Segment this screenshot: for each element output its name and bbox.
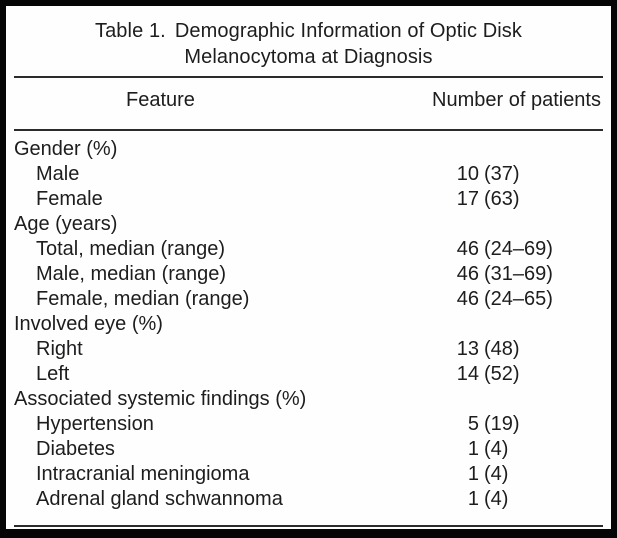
rule-under-title xyxy=(14,76,603,78)
row-value: 46 (24–65) xyxy=(455,287,603,312)
column-header-patients: Number of patients xyxy=(432,89,601,111)
table-row: Male 10 (37) xyxy=(14,162,603,187)
row-label: Diabetes xyxy=(36,438,115,460)
table-header-row: Feature Number of patients xyxy=(14,78,603,123)
row-value xyxy=(455,137,603,162)
table-body: Gender (%) Male 10 (37) Female 17 (63) Age (yea… xyxy=(14,131,603,512)
row-value xyxy=(455,212,603,237)
rule-under-header xyxy=(14,129,603,131)
row-label: Adrenal gland schwannoma xyxy=(36,488,283,510)
row-label: Intracranial meningioma xyxy=(36,463,250,485)
row-value xyxy=(455,312,603,337)
table-row: Total, median (range) 46 (24–69) xyxy=(14,237,603,262)
row-label: Hypertension xyxy=(36,413,154,435)
column-header-feature: Feature xyxy=(126,89,195,111)
table-row: Diabetes 1 (4) xyxy=(14,437,603,462)
table-row: Left 14 (52) xyxy=(14,362,603,387)
value-count: 5 xyxy=(467,413,479,435)
row-label: Associated systemic findings (%) xyxy=(14,388,307,410)
row-value: 13 (48) xyxy=(455,337,603,362)
table-number-label: Table 1. xyxy=(94,20,166,42)
value-percent: (4) xyxy=(484,438,509,460)
value-percent: (52) xyxy=(484,363,520,385)
value-count: 17 xyxy=(456,188,479,210)
value-count: 46 xyxy=(456,288,479,310)
row-value: 5 (19) xyxy=(455,412,603,437)
table-row: Adrenal gland schwannoma 1 (4) xyxy=(14,487,603,512)
table-group-row: Involved eye (%) xyxy=(14,312,603,337)
table-row: Intracranial meningioma 1 (4) xyxy=(14,462,603,487)
row-label: Involved eye (%) xyxy=(14,313,163,335)
table-row: Right 13 (48) xyxy=(14,337,603,362)
table-group-row: Associated systemic findings (%) xyxy=(14,387,603,412)
row-label: Male xyxy=(36,163,80,185)
table-group-row: Age (years) xyxy=(14,212,603,237)
row-value: 10 (37) xyxy=(455,162,603,187)
value-count: 46 xyxy=(456,263,479,285)
row-value: 17 (63) xyxy=(455,187,603,212)
table-title-line2: Melanocytoma at Diagnosis xyxy=(184,46,433,68)
value-count: 1 xyxy=(467,438,479,460)
row-label: Left xyxy=(36,363,70,385)
table-title-line1: Table 1. Demographic Information of Optic… xyxy=(14,18,603,44)
value-count: 14 xyxy=(456,363,479,385)
table-row: Female, median (range) 46 (24–65) xyxy=(14,287,603,312)
row-value: 46 (31–69) xyxy=(455,262,603,287)
value-percent: (24–65) xyxy=(484,288,553,310)
value-percent: (63) xyxy=(484,188,520,210)
row-label: Right xyxy=(36,338,83,360)
value-percent: (48) xyxy=(484,338,520,360)
value-percent: (24–69) xyxy=(484,238,553,260)
table-row: Male, median (range) 46 (31–69) xyxy=(14,262,603,287)
table-row: Female 17 (63) xyxy=(14,187,603,212)
row-label: Total, median (range) xyxy=(36,238,225,260)
row-label: Male, median (range) xyxy=(36,263,227,285)
row-value: 14 (52) xyxy=(455,362,603,387)
rule-bottom xyxy=(14,525,603,527)
value-count: 1 xyxy=(467,463,479,485)
value-count: 46 xyxy=(456,238,479,260)
row-value: 1 (4) xyxy=(455,462,603,487)
value-count: 13 xyxy=(456,338,479,360)
value-percent: (37) xyxy=(484,163,520,185)
row-value xyxy=(455,387,603,412)
value-percent: (4) xyxy=(484,463,509,485)
row-value: 1 (4) xyxy=(455,487,603,512)
value-percent: (31–69) xyxy=(484,263,553,285)
row-label: Female, median (range) xyxy=(36,288,250,310)
value-percent: (4) xyxy=(484,488,509,510)
value-percent: (19) xyxy=(484,413,520,435)
value-count: 10 xyxy=(456,163,479,185)
table-row: Hypertension 5 (19) xyxy=(14,412,603,437)
value-count: 1 xyxy=(467,488,479,510)
table-group-row: Gender (%) xyxy=(14,137,603,162)
row-value: 1 (4) xyxy=(455,437,603,462)
row-label: Age (years) xyxy=(14,213,118,235)
row-value: 46 (24–69) xyxy=(455,237,603,262)
table-title-text: Demographic Information of Optic Disk xyxy=(174,20,523,42)
row-label: Gender (%) xyxy=(14,138,118,160)
row-label: Female xyxy=(36,188,103,210)
table-title: Table 1. Demographic Information of Optic… xyxy=(14,16,603,70)
